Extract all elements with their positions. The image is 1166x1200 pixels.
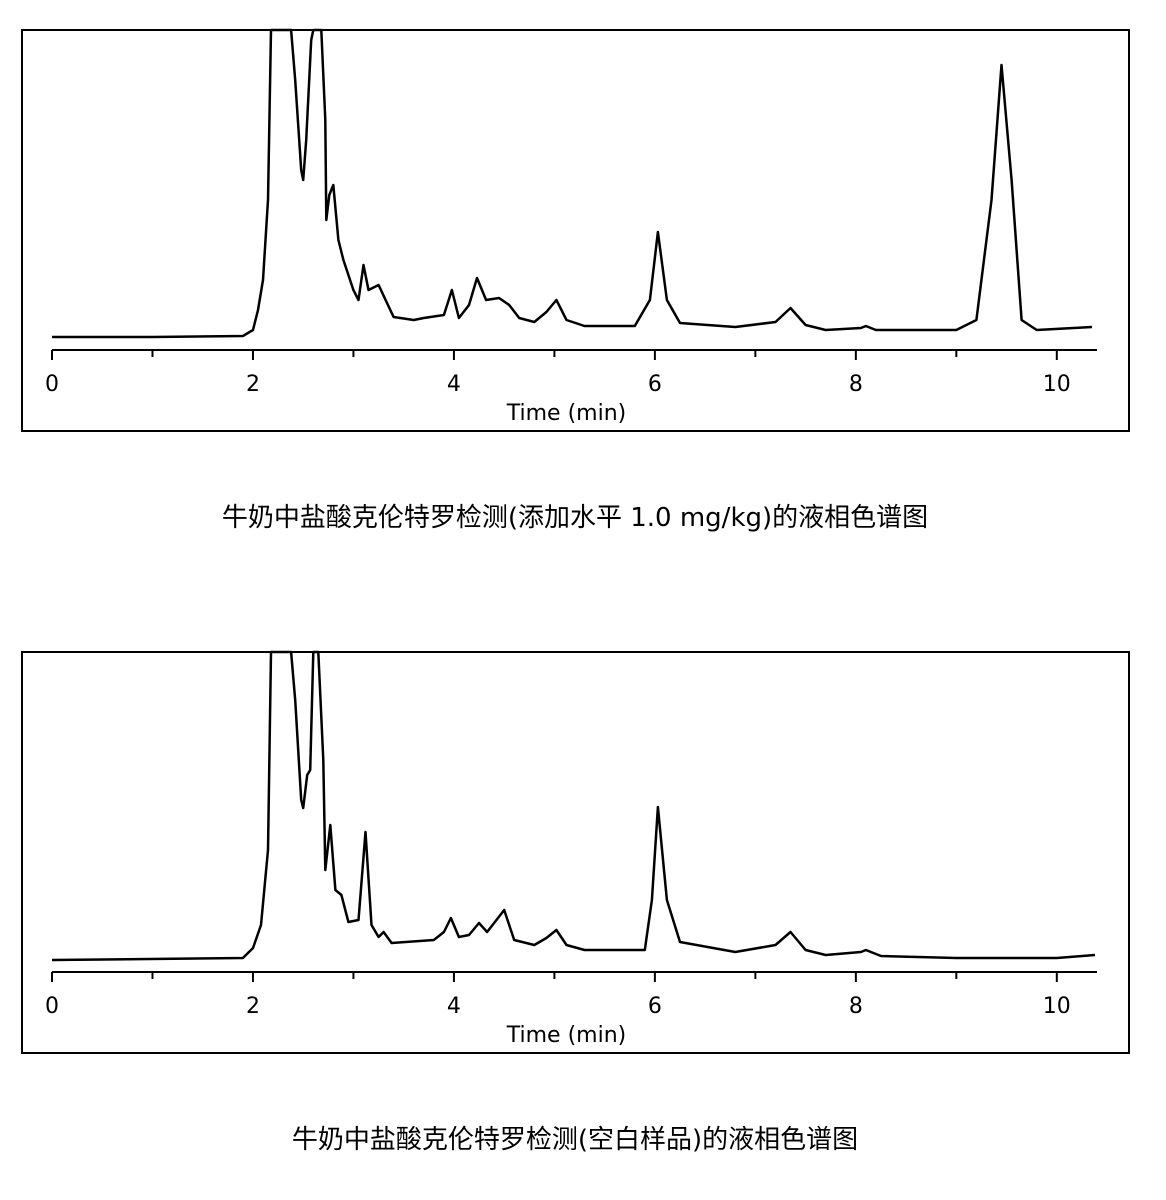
x-tick-label: 8: [849, 372, 863, 397]
x-axis-label: Time (min): [506, 401, 627, 426]
x-tick-label: 10: [1043, 994, 1071, 1019]
chromatogram-line: [52, 28, 1093, 339]
x-tick-label: 10: [1043, 372, 1071, 397]
x-tick-label: 4: [447, 372, 461, 397]
chart-title: 牛奶中盐酸克伦特罗检测(空白样品)的液相色谱图: [292, 1125, 858, 1155]
x-tick-label: 2: [246, 372, 260, 397]
x-tick-label: 4: [447, 994, 461, 1019]
x-tick-label: 6: [648, 994, 662, 1019]
chromatogram-line: [51, 650, 1096, 962]
x-axis-label: Time (min): [506, 1023, 627, 1048]
chart-title: 牛奶中盐酸克伦特罗检测(添加水平 1.0 mg/kg)的液相色谱图: [222, 503, 928, 533]
x-tick-label: 2: [246, 994, 260, 1019]
x-tick-label: 8: [849, 994, 863, 1019]
x-tick-label: 0: [45, 372, 59, 397]
frame: [21, 29, 1130, 432]
frame: [21, 651, 1130, 1054]
x-tick-label: 6: [648, 372, 662, 397]
x-tick-label: 0: [45, 994, 59, 1019]
